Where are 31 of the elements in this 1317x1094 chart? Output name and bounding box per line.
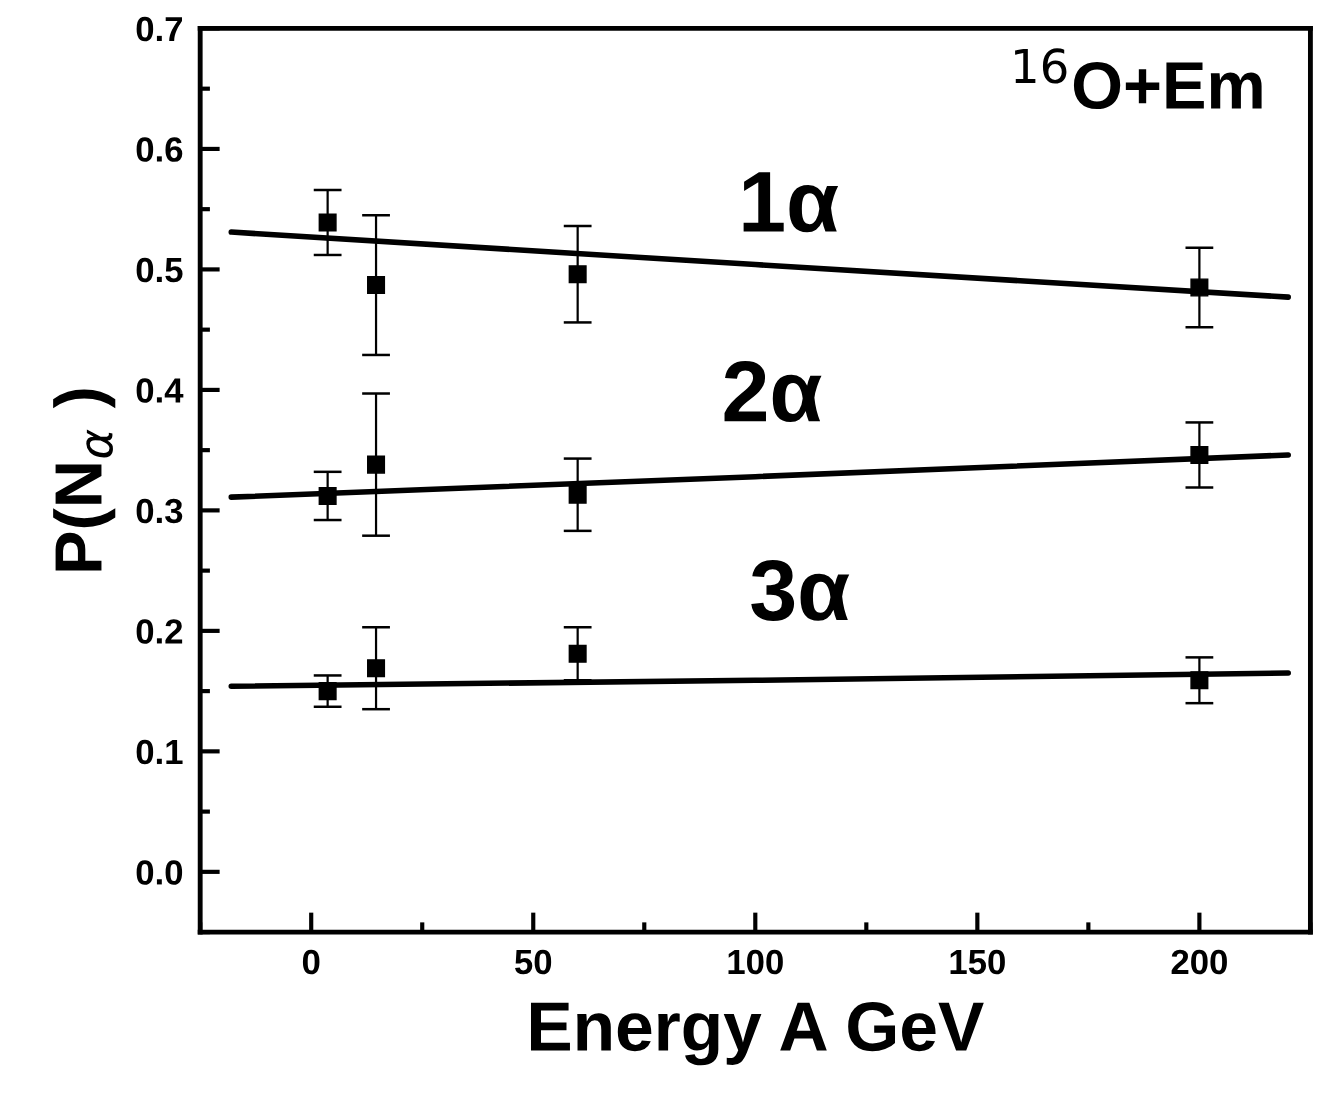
y-tick-label: 0.4 bbox=[136, 378, 184, 403]
y-tick-label: 0.3 bbox=[136, 498, 183, 524]
y-axis-title: P(N$_{α}$ ) bbox=[53, 389, 116, 571]
x-tick-label: 200 bbox=[1171, 949, 1227, 975]
x-tick-label: 50 bbox=[515, 949, 552, 975]
annotation: 2α bbox=[724, 361, 822, 423]
point bbox=[568, 644, 587, 663]
y-tick-label: 0.2 bbox=[136, 619, 183, 644]
point bbox=[1190, 445, 1209, 464]
y-tick-label: 0.1 bbox=[136, 739, 183, 765]
point bbox=[367, 455, 386, 474]
point bbox=[1190, 278, 1209, 297]
point bbox=[318, 486, 337, 505]
point bbox=[568, 485, 587, 504]
x-tick-label: 100 bbox=[728, 949, 783, 975]
point bbox=[1190, 671, 1209, 690]
point bbox=[568, 265, 587, 284]
y-tick-label: 0.0 bbox=[136, 860, 183, 885]
y-tick-label: 0.5 bbox=[136, 257, 183, 283]
x-tick-label: 150 bbox=[950, 949, 1005, 975]
point bbox=[367, 659, 386, 678]
annotation: 3α bbox=[751, 559, 850, 621]
y-tick-label: 0.7 bbox=[136, 16, 182, 42]
point bbox=[318, 213, 337, 232]
annotation: 1α bbox=[743, 172, 839, 233]
x-tick-label: 0 bbox=[302, 949, 320, 975]
annotation: $^{16}$O+Em bbox=[1015, 48, 1262, 110]
x-axis-title: Energy A GeV bbox=[530, 1002, 984, 1066]
point bbox=[318, 682, 337, 701]
point bbox=[367, 276, 386, 295]
y-tick-label: 0.6 bbox=[136, 137, 183, 162]
